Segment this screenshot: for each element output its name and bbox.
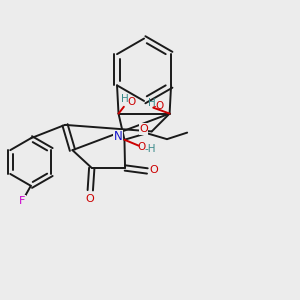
Text: O: O — [128, 97, 136, 107]
Text: O: O — [139, 124, 148, 134]
Text: N: N — [113, 130, 122, 143]
Text: O: O — [138, 142, 146, 152]
Text: H: H — [121, 94, 129, 104]
Text: H: H — [148, 98, 156, 108]
Text: -H: -H — [144, 144, 156, 154]
Text: -O: -O — [152, 101, 165, 111]
Text: F: F — [19, 196, 25, 206]
Text: O: O — [85, 194, 94, 204]
Text: O: O — [149, 165, 158, 175]
